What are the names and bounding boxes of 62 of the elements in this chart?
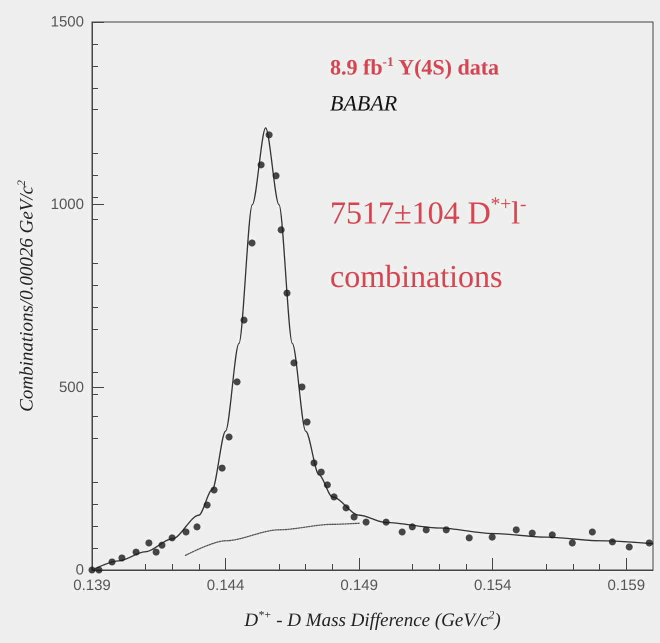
point	[298, 383, 306, 390]
point	[210, 486, 218, 494]
point	[442, 526, 450, 534]
point	[226, 434, 233, 441]
point	[646, 539, 653, 546]
point	[350, 514, 358, 521]
point	[422, 526, 430, 534]
point	[512, 526, 520, 534]
point	[258, 161, 265, 168]
point	[318, 468, 325, 476]
point	[132, 548, 140, 556]
point	[193, 523, 200, 530]
point	[266, 131, 273, 138]
point	[218, 464, 226, 472]
point	[488, 534, 496, 541]
point	[152, 548, 160, 556]
y-tick-label: 0	[76, 562, 84, 578]
point	[342, 504, 350, 512]
point	[248, 240, 256, 247]
x-tick-label: 0.154	[474, 577, 512, 594]
point	[290, 359, 298, 366]
point	[240, 316, 248, 324]
point	[278, 226, 285, 234]
point	[608, 538, 616, 546]
point	[204, 501, 211, 508]
point	[284, 290, 291, 297]
point	[108, 558, 116, 566]
point	[310, 459, 318, 466]
y-tick-label: 500	[58, 378, 84, 396]
point	[118, 554, 126, 562]
annotation: 7517±104 D*+l-	[330, 194, 526, 230]
point	[398, 528, 406, 536]
point	[95, 566, 102, 574]
point	[234, 378, 241, 386]
point	[626, 543, 633, 550]
point	[182, 528, 190, 536]
x-tick-label: 0.149	[340, 577, 378, 594]
point	[408, 523, 416, 530]
x-tick-label: 0.144	[206, 577, 244, 594]
y-tick-label: 1500	[50, 14, 84, 30]
annotation: combinations	[330, 258, 502, 294]
y-tick-label: 1000	[50, 196, 84, 214]
annotation: BABAR	[330, 90, 398, 116]
point	[568, 539, 576, 546]
x-tick-label: 0.139	[73, 577, 111, 594]
x-tick-label: 0.159	[608, 577, 646, 594]
point	[168, 534, 176, 542]
point	[272, 172, 280, 180]
point	[588, 528, 596, 536]
point	[304, 418, 311, 426]
point	[362, 518, 370, 526]
point	[330, 493, 338, 500]
point	[466, 534, 473, 542]
line-series	[184, 522, 360, 556]
point	[324, 481, 331, 488]
point	[528, 530, 536, 537]
point	[548, 531, 556, 538]
point	[88, 566, 96, 574]
point	[158, 542, 166, 549]
y-axis-title: Combinations/0.00026 GeV/c2	[16, 180, 38, 412]
point	[145, 539, 152, 546]
point	[382, 518, 390, 526]
